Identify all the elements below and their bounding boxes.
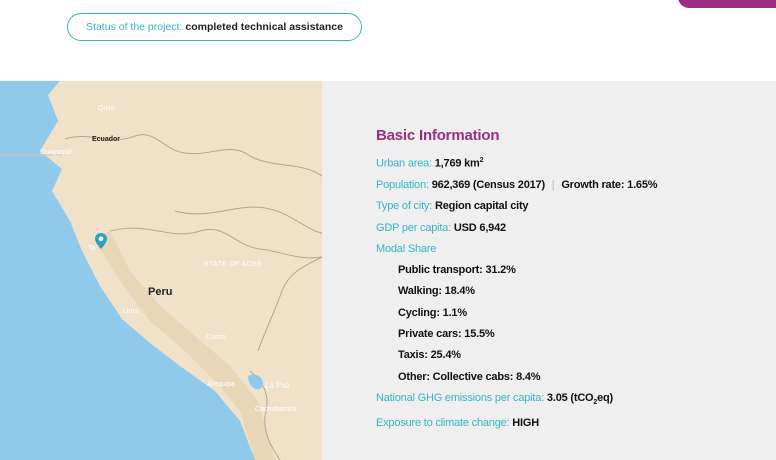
modal-share-row: Modal Share — [376, 239, 657, 260]
type-of-city-row: Type of city: Region capital city — [376, 196, 657, 217]
modal-share-item: Walking: 18.4% — [398, 285, 475, 298]
basic-information-panel: Basic Information Urban area: 1,769 km2 … — [322, 81, 776, 460]
country-border — [64, 134, 322, 177]
header-action-button[interactable] — [678, 0, 776, 8]
modal-share-item: Cycling: 1.1% — [398, 306, 467, 319]
population-label: Population: — [376, 178, 429, 191]
type-of-city-label: Type of city: — [376, 200, 433, 213]
map-label-lapaz: La Paz — [265, 381, 290, 390]
map-canvas — [0, 81, 322, 460]
map-label-guayaquil: Guayaquil — [40, 149, 72, 156]
modal-share-item: Private cars: 15.5% — [398, 328, 495, 341]
project-status-badge: Status of the project: completed technic… — [67, 13, 362, 41]
map-label-cusco: Cusco — [206, 334, 226, 341]
modal-share-item: Public transport: 31.2% — [398, 264, 516, 277]
map-label-arequipa: Arequipa — [207, 381, 236, 388]
gdp-row: GDP per capita: USD 6,942 — [376, 218, 657, 239]
gdp-value: USD 6,942 — [453, 221, 506, 234]
map-label-lima: Lima — [123, 308, 139, 315]
growth-rate-value: Growth rate: 1.65% — [561, 178, 658, 191]
country-border — [174, 206, 322, 234]
urban-area-value: 1,769 km — [434, 157, 480, 170]
location-pin-icon[interactable] — [94, 232, 108, 250]
map-label-cochabamba: Cochabamba — [255, 406, 297, 413]
type-of-city-value: Region capital city — [434, 200, 529, 213]
basic-information-heading: Basic Information — [376, 127, 500, 144]
gdp-label: GDP per capita: — [376, 221, 452, 234]
population-separator: | — [551, 178, 555, 191]
modal-share-item: Other: Collective cabs: 8.4% — [398, 370, 541, 383]
population-value: 962,369 (Census 2017) — [431, 178, 545, 191]
map-label-ecuador: Ecuador — [92, 136, 121, 143]
ghg-emissions-label: National GHG emissions per capita: — [376, 391, 545, 404]
lake-titicaca — [248, 374, 263, 390]
country-border — [109, 227, 322, 259]
ghg-subscript: 2 — [593, 399, 598, 407]
map-label-peru: Peru — [148, 286, 173, 298]
ghg-unit-tail: eq) — [597, 391, 614, 404]
page-title-fragment — [78, 0, 138, 4]
urban-area-unit-superscript: 2 — [479, 157, 484, 164]
climate-exposure-label: Exposure to climate change: — [376, 417, 510, 430]
status-value: completed technical assistance — [185, 21, 343, 33]
map-label-talara: Ta — [88, 245, 96, 252]
map-label-quito: Quito — [98, 105, 115, 112]
map-label-acre: STATE OF ACRE — [204, 261, 263, 268]
country-border — [257, 256, 322, 352]
status-label: Status of the project: — [86, 21, 183, 33]
city-location-map[interactable]: Quito Ecuador Guayaquil Ta STATE OF ACRE… — [0, 81, 322, 460]
climate-exposure-row: Exposure to climate change: HIGH — [376, 413, 657, 434]
population-row: Population: 962,369 (Census 2017) | Grow… — [376, 175, 658, 196]
ghg-emissions-row: National GHG emissions per capita: 3.05 … — [376, 388, 657, 413]
climate-exposure-value: HIGH — [512, 417, 539, 430]
urban-area-row: Urban area: 1,769 km2 — [376, 150, 657, 175]
modal-share-label: Modal Share — [376, 242, 437, 255]
modal-share-item: Taxis: 25.4% — [398, 349, 461, 362]
andes-relief — [95, 231, 275, 460]
ghg-emissions-value: 3.05 (tCO — [546, 391, 594, 404]
urban-area-label: Urban area: — [376, 157, 432, 170]
land-area — [40, 81, 322, 460]
